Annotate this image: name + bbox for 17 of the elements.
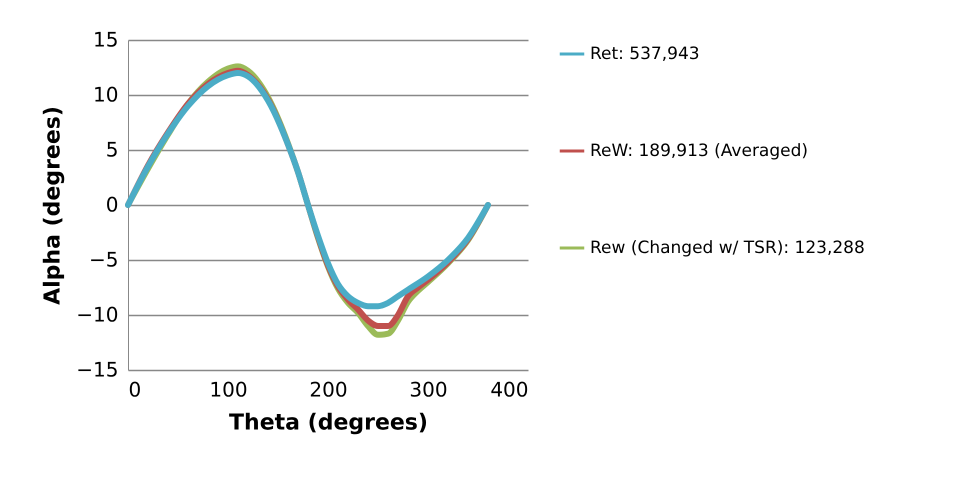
x-tick-label: 400: [490, 378, 528, 402]
y-tick-label: 0: [106, 192, 118, 216]
x-tick-label: 0: [128, 378, 142, 402]
y-tick-label: 10: [93, 82, 118, 106]
x-axis-title: Theta (degrees): [229, 410, 428, 436]
x-tick-label: 300: [409, 378, 448, 402]
legend-label: Ret: 537,943: [590, 44, 700, 64]
y-tick-label: −10: [76, 302, 118, 326]
legend-label: Rew (Changed w/ TSR): 123,288: [590, 238, 865, 258]
y-tick-label: −5: [89, 248, 118, 272]
y-tick-label: −15: [76, 358, 118, 382]
y-tick-label: 5: [106, 138, 118, 162]
y-axis-title: Alpha (degrees): [40, 106, 66, 305]
legend-label: ReW: 189,913 (Averaged): [590, 141, 808, 161]
x-tick-label: 200: [309, 378, 348, 402]
x-tick-label: 100: [209, 378, 248, 402]
y-tick-label: 15: [93, 28, 118, 52]
